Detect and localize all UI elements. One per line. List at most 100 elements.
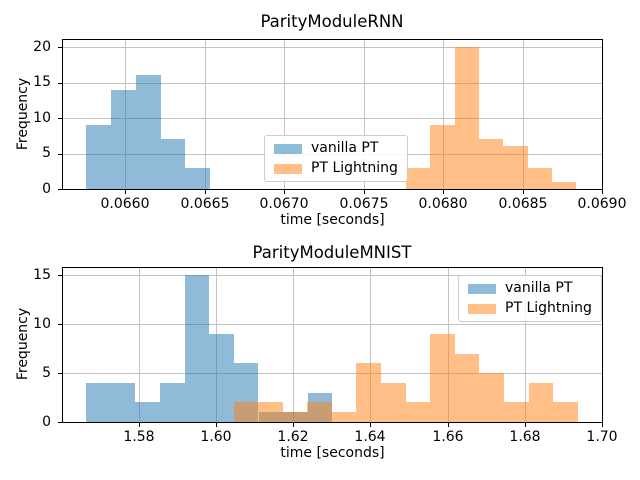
x-tick-label: 0.0660 [100,196,150,212]
hist-bar-vanilla-pt [111,89,136,189]
legend-entry-vanilla-pt: vanilla PT [274,141,398,156]
y-tick-mark [58,324,62,325]
x-tick-mark [139,423,140,427]
gridline [205,40,206,189]
hist-bar-vanilla-pt [135,75,161,189]
y-tick-label: 15 [33,74,51,90]
hist-bar-vanilla-pt [184,275,210,422]
hist-bar-vanilla-pt [86,382,111,422]
legend-label: PT Lightning [505,300,592,316]
gridline [284,40,285,189]
legend-entry-pt-lightning: PT Lightning [468,301,592,316]
x-tick-label: 0.0685 [498,196,548,212]
gridline [443,40,444,189]
x-tick-mark [205,190,206,194]
hist-bar-vanilla-pt [86,125,112,189]
gridline [139,268,140,422]
x-tick-mark [284,190,285,194]
x-tick-label: 0.0680 [418,196,468,212]
hist-bar-pt-lightning [430,334,455,422]
x-tick-label: 0.0675 [339,196,389,212]
hist-bar-pt-lightning [553,402,578,422]
x-tick-label: 1.62 [277,429,309,445]
hist-bar-pt-lightning [503,146,528,189]
x-tick-mark [602,190,603,194]
hist-bar-pt-lightning [381,382,406,422]
y-tick-label: 0 [42,181,51,197]
gridline [63,118,602,119]
gridline [525,268,526,422]
x-tick-label: 1.70 [586,429,618,445]
x-tick-mark [523,190,524,194]
legend-entry-pt-lightning: PT Lightning [274,161,398,176]
y-tick-label: 20 [33,39,51,55]
legend-label: vanilla PT [505,280,573,296]
hist-bar-pt-lightning [233,402,259,422]
x-axis-label: time [seconds] [280,212,385,228]
y-tick-mark [58,422,62,423]
hist-bar-pt-lightning [356,363,382,422]
hist-bar-vanilla-pt [159,382,185,422]
x-tick-mark [293,423,294,427]
x-tick-label: 1.64 [354,429,386,445]
legend: vanilla PT PT Lightning [264,135,408,182]
legend-label: vanilla PT [311,140,379,156]
y-tick-mark [58,275,62,276]
x-tick-label: 0.0670 [259,196,309,212]
chart-title: ParityModuleRNN [260,12,404,31]
hist-bar-pt-lightning [405,402,431,422]
y-tick-mark [58,83,62,84]
y-tick-mark [58,154,62,155]
gridline [370,268,371,422]
hist-bar-pt-lightning [307,402,332,422]
hist-bar-vanilla-pt [209,334,234,422]
hist-bar-vanilla-pt [110,382,136,422]
gridline [293,268,294,422]
hist-bar-pt-lightning [282,412,308,422]
legend-swatch-vanilla-pt [274,143,302,154]
gridline [364,40,365,189]
legend-entry-vanilla-pt: vanilla PT [468,281,592,296]
y-tick-mark [58,189,62,190]
hist-bar-pt-lightning [527,167,552,189]
x-tick-mark [448,423,449,427]
hist-bar-pt-lightning [454,47,479,189]
hist-bar-pt-lightning [528,382,554,422]
gridline [63,324,602,325]
y-tick-label: 5 [42,145,51,161]
x-tick-label: 1.60 [200,429,232,445]
plot-area [62,39,603,190]
hist-bar-pt-lightning [331,412,357,422]
x-tick-label: 0.0665 [180,196,230,212]
legend-swatch-vanilla-pt [468,283,496,294]
gridline [63,83,602,84]
x-tick-mark [602,423,603,427]
gridline [63,275,602,276]
x-tick-mark [443,190,444,194]
hist-bar-pt-lightning [479,373,504,422]
legend-swatch-pt-lightning [468,303,496,314]
x-axis-label: time [seconds] [280,445,385,461]
hist-bar-vanilla-pt [135,402,160,422]
y-tick-label: 10 [33,110,51,126]
y-tick-label: 15 [33,267,51,283]
x-tick-mark [364,190,365,194]
hist-bar-pt-lightning [478,139,504,189]
legend-swatch-pt-lightning [274,163,302,174]
gridline [63,47,602,48]
x-tick-mark [525,423,526,427]
hist-bar-pt-lightning [552,181,577,189]
x-tick-mark [216,423,217,427]
gridline [63,373,602,374]
legend: vanilla PT PT Lightning [458,275,602,322]
x-tick-mark [370,423,371,427]
chart-title: ParityModuleMNIST [252,243,412,262]
hist-bar-pt-lightning [503,402,529,422]
x-tick-label: 1.66 [432,429,464,445]
y-tick-mark [58,47,62,48]
y-tick-label: 0 [42,414,51,430]
x-tick-label: 0.0690 [577,196,627,212]
x-tick-mark [125,190,126,194]
